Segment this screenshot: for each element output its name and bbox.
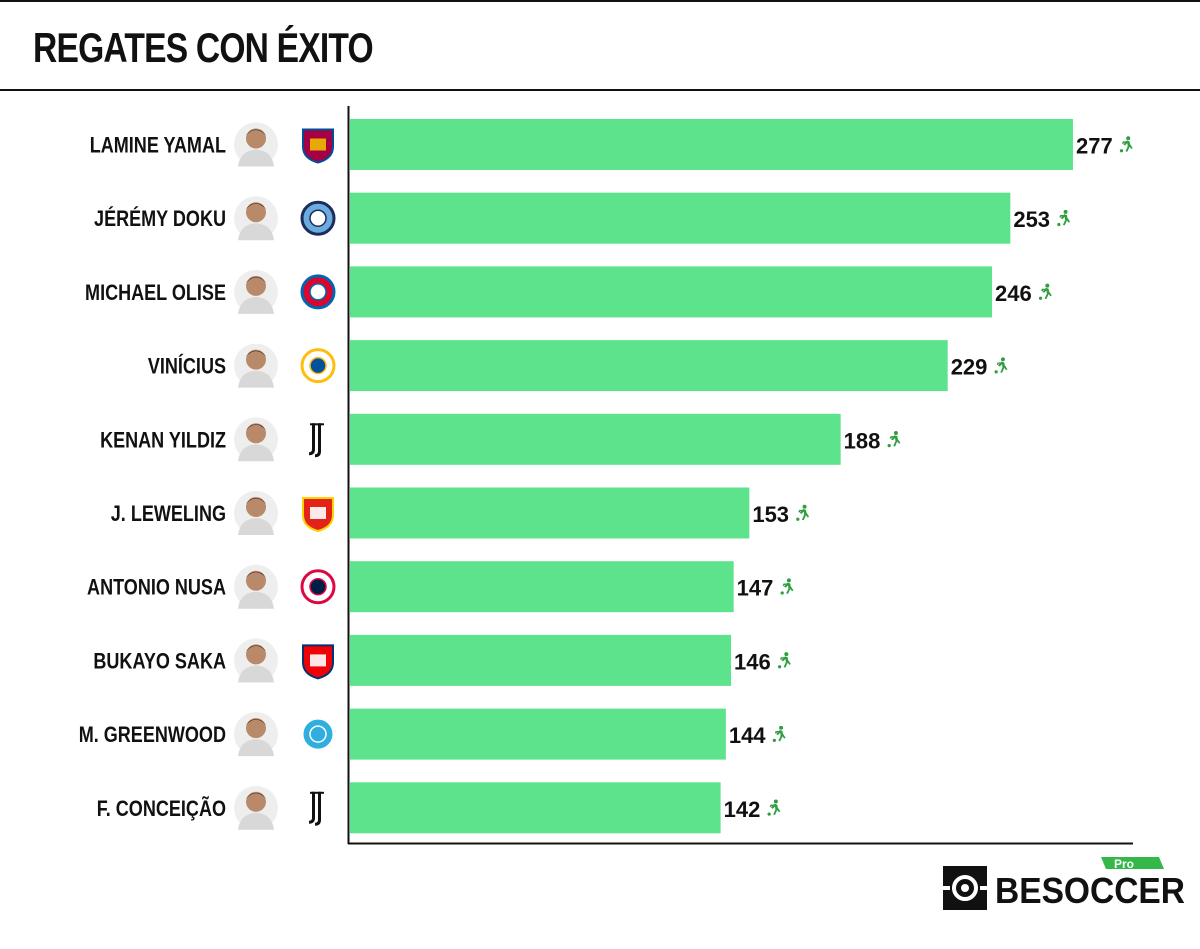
bar-row: J. LEWELING 153 <box>111 487 810 539</box>
dribbling-player-icon <box>1119 136 1133 153</box>
dribbling-player-icon <box>767 799 781 816</box>
arsenal-crest <box>302 644 334 680</box>
player-avatar <box>234 417 278 462</box>
page-title: REGATES CON ÉXITO <box>33 24 374 71</box>
dribbling-player-icon <box>1057 209 1071 227</box>
axes <box>347 106 1133 845</box>
player-avatar <box>234 712 278 757</box>
player-name-label: M. GREENWOOD <box>79 724 226 748</box>
dribbling-player-icon <box>994 357 1008 374</box>
bar-value-label: 277 <box>1076 134 1113 159</box>
player-name-label: F. CONCEIÇÃO <box>97 796 226 821</box>
player-name-label: MICHAEL OLISE <box>85 281 226 305</box>
player-avatar <box>234 638 278 683</box>
player-avatar <box>234 564 278 609</box>
player-name-label: LAMINE YAMAL <box>90 134 226 158</box>
bar-row: LAMINE YAMAL 277 <box>90 119 1133 170</box>
bar <box>350 561 734 613</box>
player-avatar <box>234 269 278 314</box>
player-name-label: J. LEWELING <box>111 502 226 526</box>
bar-row: JÉRÉMY DOKU 253 <box>94 192 1071 244</box>
bar-value-label: 147 <box>737 576 774 601</box>
pro-badge-shape <box>1101 857 1164 869</box>
dribbling-player-icon <box>777 652 791 669</box>
bar-row: MICHAEL OLISE 246 <box>85 266 1052 318</box>
bar <box>350 413 841 465</box>
dribbling-player-icon <box>796 504 810 521</box>
bar-row: KENAN YILDIZ 188 <box>100 413 901 465</box>
bar-row: ANTONIO NUSA 147 <box>87 561 794 613</box>
bar-value-label: 246 <box>995 281 1032 306</box>
player-avatar <box>234 343 278 388</box>
pro-badge: Pro <box>1114 857 1134 871</box>
manchester-city-crest <box>300 200 336 236</box>
brand-name: BESOCCER <box>995 870 1185 911</box>
bar <box>350 634 732 686</box>
bar <box>350 340 948 392</box>
bar-value-label: 144 <box>729 723 766 748</box>
bar <box>350 487 750 539</box>
bar-row: BUKAYO SAKA 146 <box>93 634 791 686</box>
besoccer-logo: Pro BESOCCER <box>943 857 1185 911</box>
bar-value-label: 229 <box>951 355 988 380</box>
player-avatar <box>234 785 278 830</box>
stuttgart-crest <box>302 497 334 533</box>
player-name-label: VINÍCIUS <box>148 354 226 379</box>
player-name-label: KENAN YILDIZ <box>100 429 226 453</box>
bar-value-label: 253 <box>1013 207 1050 232</box>
bar-value-label: 146 <box>734 649 771 674</box>
dribbling-player-icon <box>887 431 901 448</box>
bar <box>350 119 1073 170</box>
juventus-crest <box>309 423 324 458</box>
bar <box>350 782 721 834</box>
bar <box>350 192 1011 244</box>
bar-value-label: 188 <box>844 428 881 453</box>
header-divider <box>0 89 1200 91</box>
player-name-label: JÉRÉMY DOKU <box>94 207 226 232</box>
bar-row: F. CONCEIÇÃO 142 <box>97 782 781 834</box>
bar <box>350 708 726 760</box>
real-madrid-crest <box>300 348 336 384</box>
bar-row: M. GREENWOOD 144 <box>79 708 786 760</box>
dribbling-player-icon <box>1038 283 1052 300</box>
leipzig-crest <box>300 569 336 605</box>
bar-chart: LAMINE YAMAL 277 JÉRÉMY DOKU 253 MICHAEL OLI… <box>79 106 1133 845</box>
top-border <box>0 0 1200 2</box>
dribbling-player-icon <box>780 578 794 595</box>
barcelona-crest <box>302 128 334 164</box>
player-avatar <box>234 122 278 167</box>
bar-rows: LAMINE YAMAL 277 JÉRÉMY DOKU 253 MICHAEL OLI… <box>79 119 1133 834</box>
bar-value-label: 153 <box>752 502 789 527</box>
player-avatar <box>234 491 278 535</box>
juventus-crest <box>309 791 324 826</box>
bar-row: VINÍCIUS 229 <box>148 340 1008 392</box>
bayern-crest <box>300 274 336 310</box>
bar <box>350 266 993 318</box>
marseille-crest <box>300 716 336 752</box>
bar-value-label: 142 <box>724 797 761 822</box>
dribbling-player-icon <box>772 725 786 743</box>
player-name-label: BUKAYO SAKA <box>93 650 226 674</box>
player-avatar <box>234 196 278 241</box>
besoccer-logo-icon <box>943 866 987 910</box>
player-name-label: ANTONIO NUSA <box>87 576 226 600</box>
